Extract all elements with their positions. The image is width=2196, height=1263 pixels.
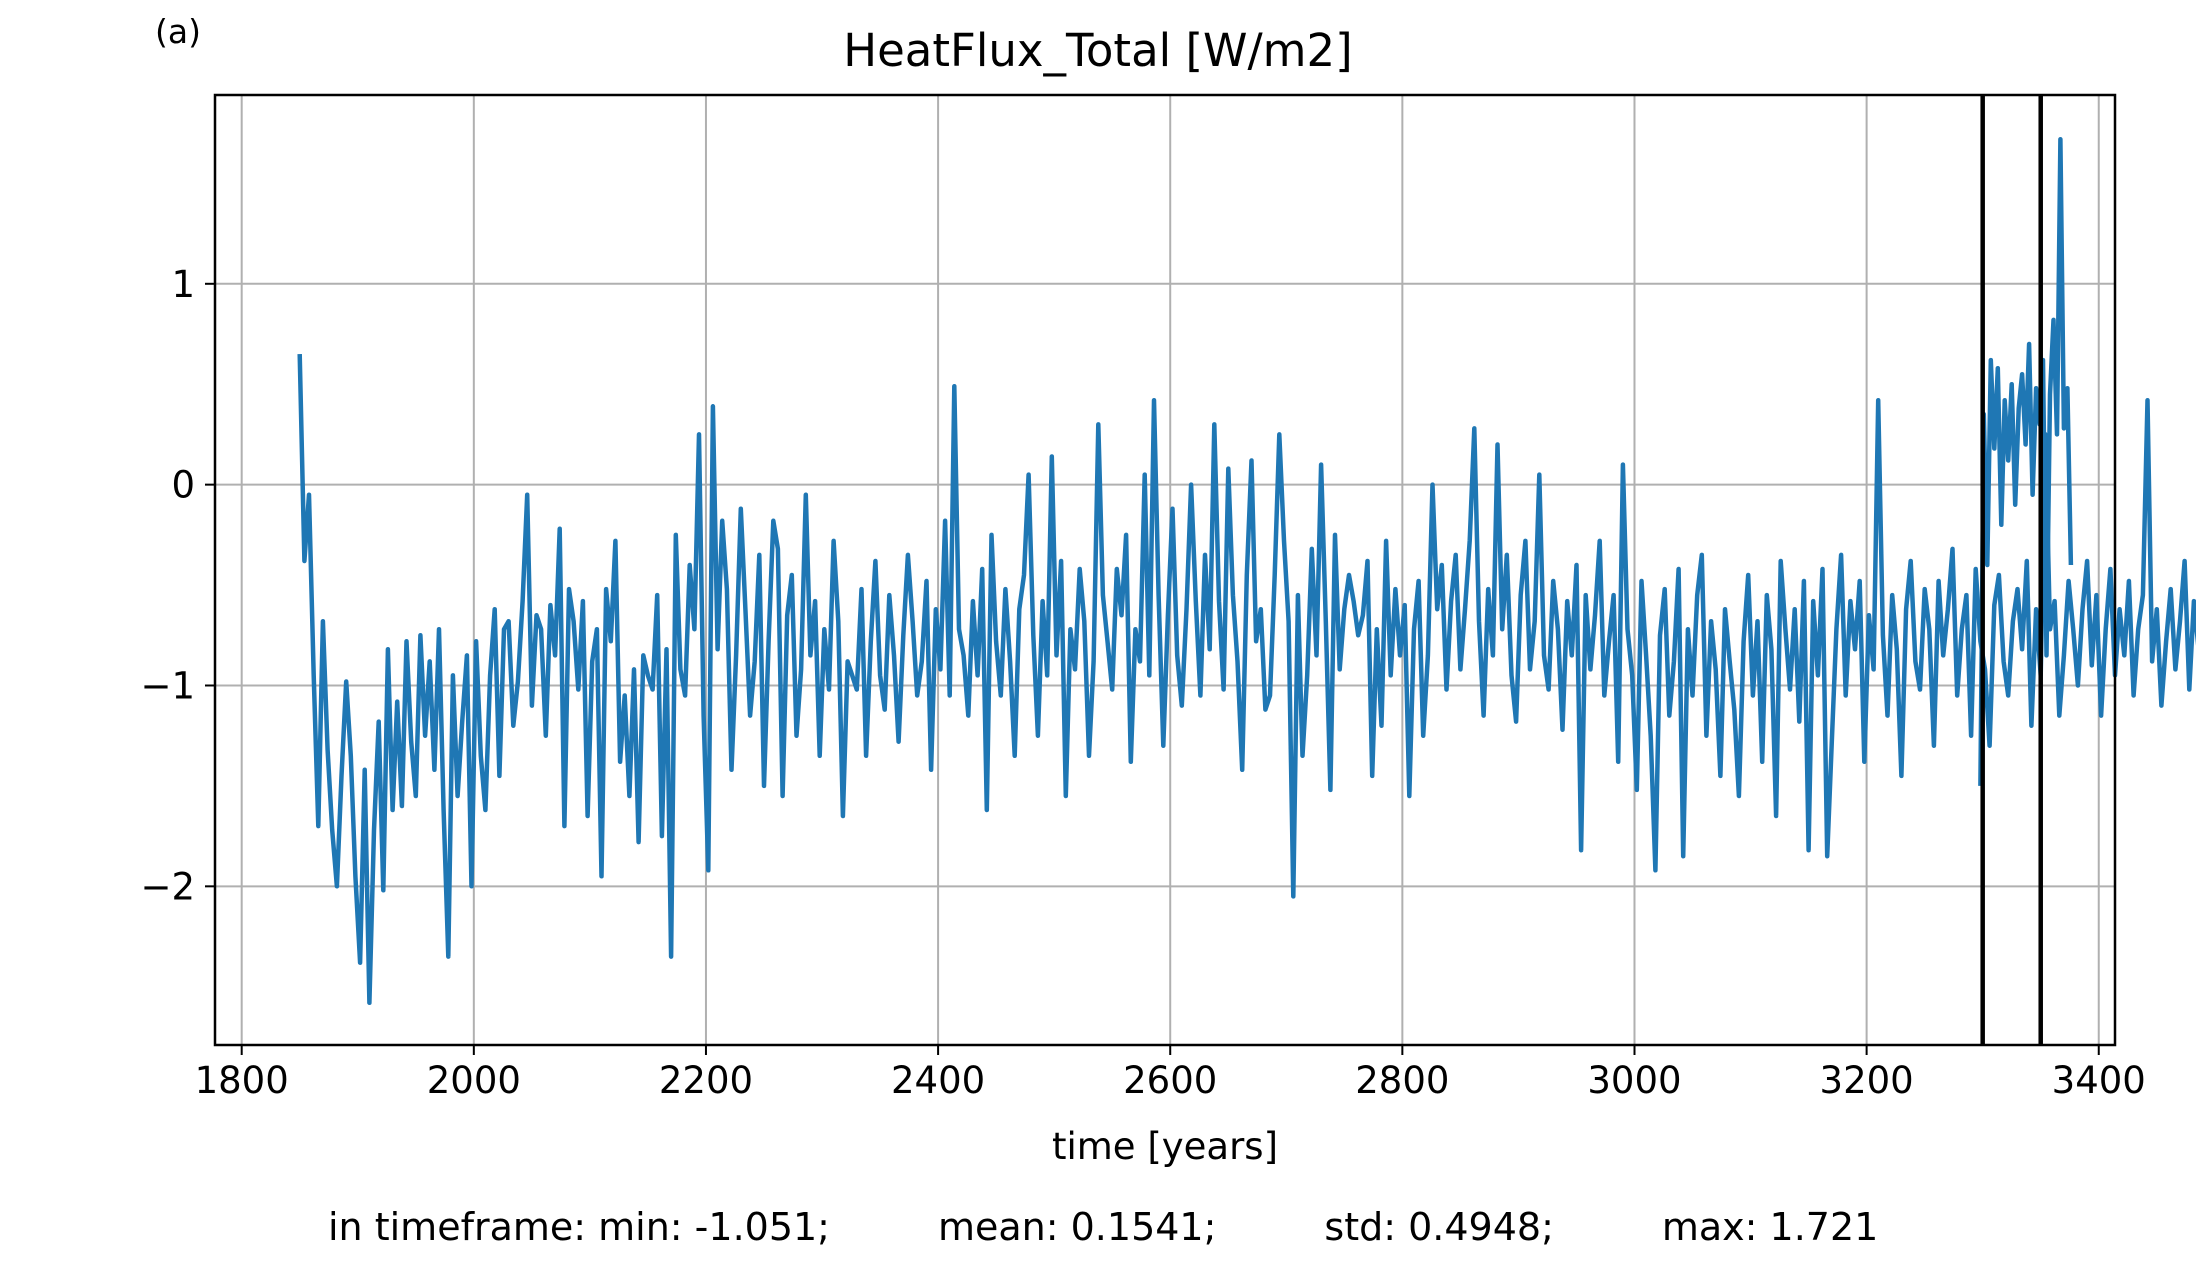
x-tick-label: 3200 xyxy=(1820,1059,1914,1102)
marker-vlines xyxy=(1980,95,2043,1045)
stats-mean: mean: 0.1541; xyxy=(937,1205,1217,1249)
series-line xyxy=(297,354,2196,1006)
y-tick-label: −2 xyxy=(140,865,195,908)
x-tick-label: 1800 xyxy=(195,1059,289,1102)
x-tick-label: 2000 xyxy=(427,1059,521,1102)
x-tick-label: 2800 xyxy=(1355,1059,1449,1102)
axes-frame xyxy=(213,93,2117,1047)
stats-max: max: 1.721 xyxy=(1661,1205,1879,1249)
panel-label: (a) xyxy=(155,12,201,51)
y-tick-label: −1 xyxy=(140,664,195,707)
stats-min: in timeframe: min: -1.051; xyxy=(328,1205,830,1249)
series-line xyxy=(1978,136,2074,786)
y-tick-label: 1 xyxy=(171,263,195,306)
x-axis-label: time [years] xyxy=(1051,1125,1279,1168)
stats-std: std: 0.4948; xyxy=(1324,1205,1554,1249)
stats-line: in timeframe: min: -1.051; mean: 0.1541; s… xyxy=(328,1205,1878,1249)
x-tick-label: 2200 xyxy=(659,1059,753,1102)
x-tick-label: 3000 xyxy=(1587,1059,1681,1102)
x-tick-label: 2600 xyxy=(1123,1059,1217,1102)
x-tick-label: 3400 xyxy=(2052,1059,2146,1102)
x-tick-label: 2400 xyxy=(891,1059,985,1102)
series-lines xyxy=(297,136,2196,1006)
x-ticks: 1800 2000 2200 2400 2600 2800 3000 3200 3400 xyxy=(195,1045,2146,1102)
y-ticks: −2 −1 0 1 xyxy=(140,263,215,908)
chart-title: HeatFlux_Total [W/m2] xyxy=(843,24,1353,77)
y-tick-label: 0 xyxy=(171,464,195,507)
